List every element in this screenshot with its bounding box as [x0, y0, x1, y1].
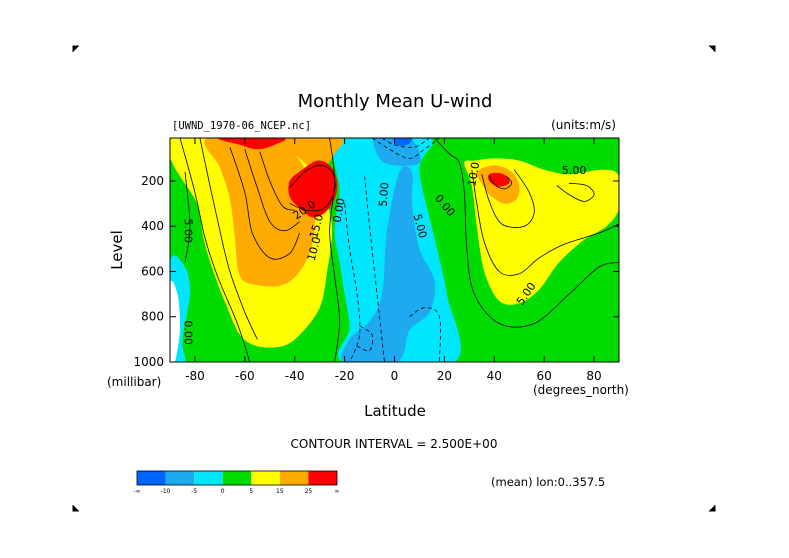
colorbar-tick-label: -∞: [133, 488, 140, 495]
filled-contour-regions: [170, 138, 619, 362]
contour-fill-region: [373, 138, 421, 166]
solid-contour-line: [179, 138, 251, 362]
dashed-contour-line: [371, 138, 440, 159]
solid-contour-line: [199, 138, 258, 340]
dashed-contour-line: [356, 325, 374, 352]
x-tick-label: 0: [391, 369, 399, 383]
contour-label: 15.0: [307, 213, 326, 240]
dashed-contour-line: [344, 203, 361, 362]
y-unit-label: (millibar): [107, 375, 161, 389]
solid-contour-line: [289, 164, 336, 212]
contour-fill-region: [170, 280, 181, 362]
contour-fill-region: [278, 138, 344, 171]
contour-fill-region: [341, 166, 435, 362]
contour-fill-region: [393, 138, 413, 146]
x-tick-label: 60: [537, 369, 552, 383]
averaging-text: (mean) lon:0..357.5: [491, 475, 605, 489]
units-subtitle: (units:m/s): [551, 118, 616, 132]
solid-contour-line: [259, 151, 295, 211]
solid-contour-line: [244, 149, 300, 232]
corner-mark: [709, 45, 716, 52]
contour-fill-region: [288, 160, 338, 218]
contour-label: 10.0: [305, 235, 324, 262]
y-tick-label: 800: [141, 310, 164, 324]
colorbar-tick-label: 5: [249, 488, 253, 495]
colorbar: -∞ -10 -5 0 5 15 25 ∞: [133, 470, 340, 495]
contour-fill-region: [204, 138, 315, 287]
x-tick-label: 20: [437, 369, 452, 383]
colorbar-tick-label: -5: [191, 488, 197, 495]
solid-contour-line: [481, 169, 535, 228]
x-axis-title: Latitude: [364, 402, 426, 420]
contour-label: 5.00: [410, 213, 429, 240]
colorbar-tick-label: 0: [221, 488, 225, 495]
contour-label: 5.00: [376, 182, 391, 208]
colorbar-tick-label: 25: [305, 488, 313, 495]
y-tick-label: 600: [141, 264, 164, 278]
contour-label: 0.00: [331, 197, 348, 223]
corner-mark: [709, 505, 716, 512]
y-tick-label: 1000: [133, 355, 164, 369]
plot-area: 5.000.0020.010.015.00.005.005.000.0010.0…: [169, 137, 620, 363]
solid-contour-line: [434, 138, 619, 328]
colorbar-tick-label: ∞: [335, 488, 340, 495]
y-tick-label: 200: [141, 174, 164, 188]
contour-interval-text: CONTOUR INTERVAL = 2.500E+00: [291, 437, 498, 451]
colorbar-swatch: [222, 471, 252, 485]
colorbar-swatch: [194, 471, 223, 485]
contour-label: 5.00: [562, 164, 587, 177]
dashed-contour-lines: [344, 138, 441, 362]
colorbar-swatch: [279, 471, 309, 485]
dashed-contour-line: [364, 176, 385, 362]
x-tick-label: 80: [586, 369, 601, 383]
y-axis-title: Level: [108, 230, 126, 270]
chart-title: Monthly Mean U-wind: [298, 91, 493, 112]
x-unit-label: (degrees_north): [533, 383, 629, 397]
dataset-subtitle: [UWND_1970-06_NCEP.nc]: [172, 120, 311, 132]
x-axis: -80 -60 -40 -20 0 20 40 60 80: [185, 138, 602, 383]
colorbar-tick-label: -10: [161, 488, 171, 495]
colorbar-swatch: [251, 471, 280, 485]
contour-label: 5.00: [181, 219, 194, 244]
dashed-contour-line: [409, 307, 441, 362]
x-tick-label: -40: [285, 369, 305, 383]
x-tick-label: -80: [185, 369, 205, 383]
x-tick-label: 40: [487, 369, 502, 383]
colorbar-swatch: [137, 471, 166, 485]
colorbar-frame: [136, 470, 338, 486]
corner-mark: [72, 505, 79, 512]
y-tick-label: 400: [141, 219, 164, 233]
colorbar-tick-label: 15: [276, 488, 284, 495]
x-tick-label: -20: [335, 369, 355, 383]
solid-contour-line: [488, 175, 513, 190]
solid-contour-lines: [179, 138, 619, 362]
solid-contour-line: [229, 146, 301, 260]
solid-contour-line: [556, 182, 595, 202]
corner-mark: [72, 45, 79, 52]
contour-fill-region: [218, 138, 286, 150]
solid-contour-line: [471, 169, 619, 276]
y-axis: 200 400 600 800 1000: [133, 174, 619, 369]
corner-marks: [72, 45, 716, 512]
contour-label: 0.00: [181, 320, 194, 345]
contour-label: 10.0: [465, 161, 482, 187]
colorbar-swatch: [165, 471, 195, 485]
dashed-contour-line: [381, 138, 430, 148]
colorbar-swatch: [308, 471, 337, 485]
solid-contour-line: [184, 171, 191, 263]
x-tick-label: -60: [235, 369, 255, 383]
